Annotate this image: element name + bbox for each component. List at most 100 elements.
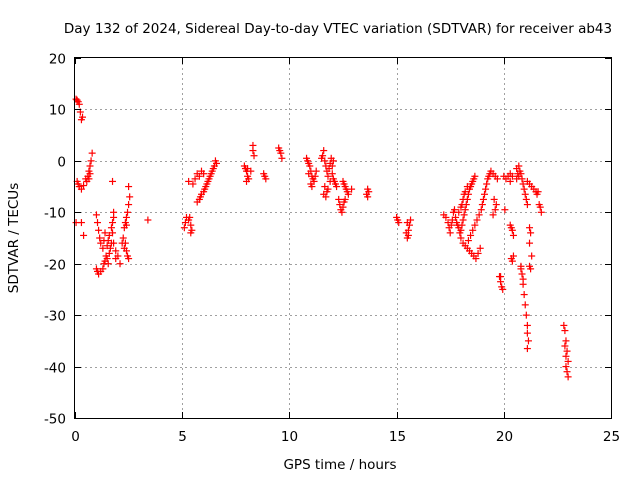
data-point: [200, 170, 208, 178]
data-point: [490, 195, 498, 203]
data-point: [311, 172, 319, 180]
data-point: [478, 201, 486, 209]
data-point: [515, 162, 523, 170]
x-tick-label: 15: [389, 429, 406, 445]
data-point: [520, 185, 528, 193]
data-point: [508, 226, 516, 234]
data-point: [122, 213, 130, 221]
data-point: [341, 195, 349, 203]
data-point: [80, 182, 88, 190]
data-point: [94, 219, 102, 227]
data-point: [562, 352, 570, 360]
data-point: [560, 321, 568, 329]
data-point: [561, 327, 569, 335]
data-point: [87, 157, 95, 165]
data-point: [72, 95, 80, 103]
data-point: [561, 342, 569, 350]
data-point: [119, 234, 127, 242]
data-point: [328, 170, 336, 178]
data-point: [122, 247, 130, 255]
data-point: [509, 231, 517, 239]
data-point: [80, 231, 88, 239]
data-point: [563, 347, 571, 355]
data-point: [322, 193, 330, 201]
data-point: [442, 213, 450, 221]
data-point: [95, 226, 103, 234]
data-point: [519, 180, 527, 188]
data-point: [521, 301, 529, 309]
x-axis-label: GPS time / hours: [283, 457, 396, 473]
data-point: [537, 208, 545, 216]
data-point: [276, 147, 284, 155]
data-point: [519, 275, 527, 283]
data-point: [109, 219, 117, 227]
data-point: [328, 162, 336, 170]
x-tick-label: 20: [496, 429, 513, 445]
data-point: [124, 208, 132, 216]
data-point: [101, 229, 109, 237]
data-point: [187, 229, 195, 237]
data-point: [77, 185, 85, 193]
y-tick-label: 10: [49, 103, 66, 119]
data-point: [563, 368, 571, 376]
data-point: [144, 216, 152, 224]
y-tick-label: -20: [44, 258, 66, 274]
data-point: [185, 177, 193, 185]
data-point: [564, 373, 572, 381]
data-point: [457, 226, 465, 234]
data-point: [469, 226, 477, 234]
data-point: [107, 224, 115, 232]
data-point: [536, 203, 544, 211]
data-point: [562, 363, 570, 371]
y-tick-label: -10: [44, 206, 66, 222]
data-point: [125, 255, 133, 263]
data-point: [471, 221, 479, 229]
data-point: [344, 190, 352, 198]
data-point: [460, 211, 468, 219]
data-point: [319, 152, 327, 160]
data-point: [452, 213, 460, 221]
data-point: [520, 291, 528, 299]
data-point: [463, 183, 471, 191]
data-point: [459, 216, 467, 224]
data-point: [189, 180, 197, 188]
data-point: [191, 175, 199, 183]
data-point: [88, 149, 96, 157]
data-point: [464, 237, 472, 245]
data-point: [116, 260, 124, 268]
data-point: [110, 208, 118, 216]
data-point: [99, 265, 107, 273]
data-point: [522, 195, 530, 203]
data-point: [467, 231, 475, 239]
y-tick-label: 20: [49, 52, 66, 68]
data-point: [187, 221, 195, 229]
data-point: [324, 185, 332, 193]
data-point: [461, 188, 469, 196]
data-point: [243, 177, 251, 185]
data-point: [450, 206, 458, 214]
data-point: [339, 203, 347, 211]
data-point: [308, 183, 316, 191]
data-point: [482, 185, 490, 193]
y-tick-label: 0: [57, 155, 66, 171]
data-point: [521, 190, 529, 198]
data-point: [79, 113, 87, 121]
data-point: [335, 195, 343, 203]
data-point: [333, 183, 341, 191]
data-point: [523, 329, 531, 337]
data-point: [492, 201, 500, 209]
data-point: [195, 172, 203, 180]
data-point: [493, 175, 501, 183]
chart-title: Day 132 of 2024, Sidereal Day-to-day VTE…: [64, 21, 612, 37]
y-tick-label: -30: [44, 309, 66, 325]
data-point: [75, 100, 83, 108]
y-tick-label: -40: [44, 361, 66, 377]
data-point: [527, 265, 535, 273]
data-point: [479, 195, 487, 203]
data-point: [112, 247, 120, 255]
data-point: [213, 159, 221, 167]
data-point: [125, 201, 133, 209]
data-point: [103, 255, 111, 263]
x-tick-label: 10: [281, 429, 298, 445]
